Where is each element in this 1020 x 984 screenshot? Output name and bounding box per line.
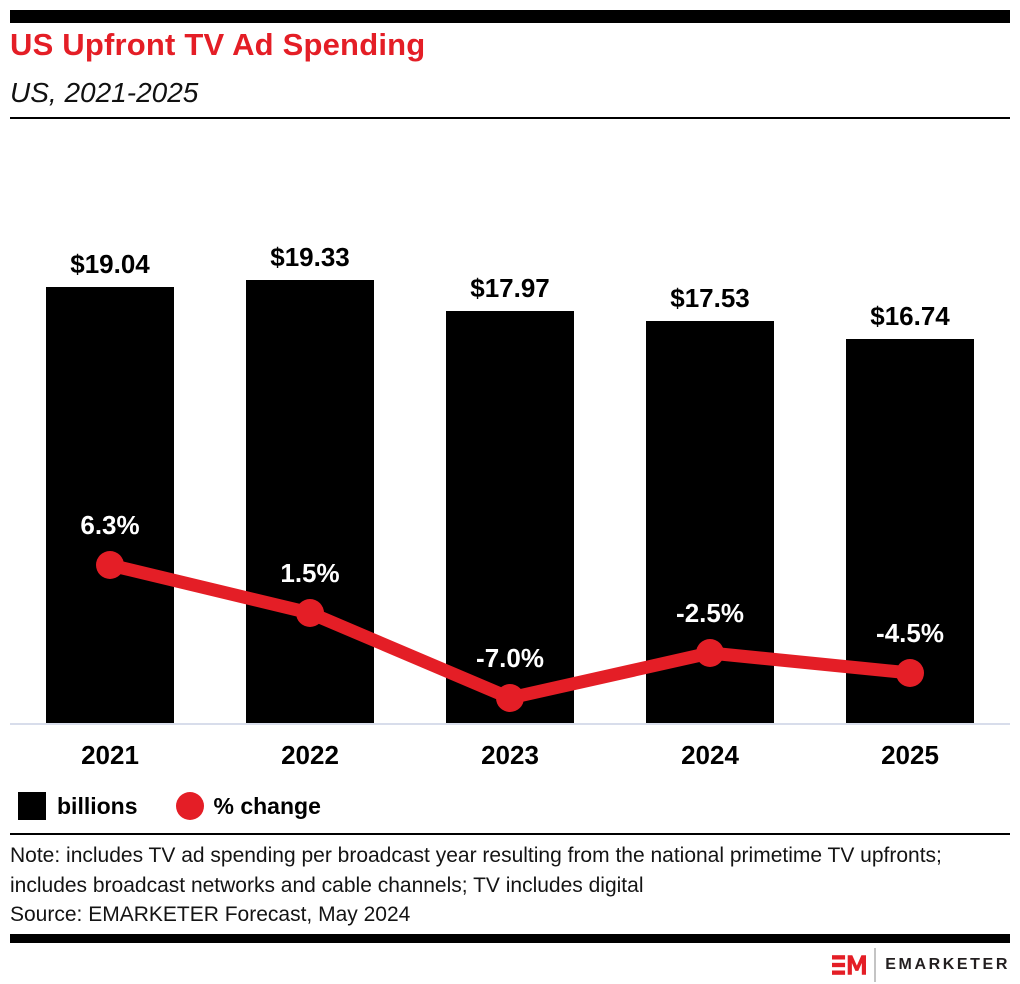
x-label-2021: 2021 bbox=[81, 740, 139, 770]
x-label-2024: 2024 bbox=[681, 740, 739, 770]
legend-swatch-pct-change bbox=[175, 792, 204, 820]
bar-2021 bbox=[46, 287, 174, 724]
emarketer-logo-mark bbox=[832, 955, 867, 975]
legend-label-billions: billions bbox=[57, 792, 138, 819]
pct-label-2023: -7.0% bbox=[476, 643, 544, 673]
logo-divider bbox=[874, 948, 877, 982]
legend-divider bbox=[10, 833, 1010, 835]
top-rule bbox=[10, 10, 1010, 23]
pct-label-2021: 6.3% bbox=[80, 510, 140, 540]
bar-value-2024: $17.53 bbox=[670, 283, 750, 313]
legend-label-pct-change: % change bbox=[213, 792, 321, 819]
emarketer-brand: EMARKETER bbox=[832, 947, 1010, 983]
pct-label-2022: 1.5% bbox=[280, 558, 340, 588]
x-label-2023: 2023 bbox=[481, 740, 539, 770]
source-text: Source: EMARKETER Forecast, May 2024 bbox=[10, 903, 411, 926]
bar-value-2025: $16.74 bbox=[870, 301, 950, 331]
bottom-rule bbox=[10, 934, 1010, 943]
x-label-2025: 2025 bbox=[881, 740, 939, 770]
emarketer-wordmark: EMARKETER bbox=[885, 956, 1010, 973]
legend-swatch-billions bbox=[18, 792, 46, 820]
pct-label-2024: -2.5% bbox=[676, 598, 744, 628]
bar-value-2021: $19.04 bbox=[70, 249, 150, 279]
bar-2024 bbox=[646, 321, 774, 724]
chart-legend: billions % change bbox=[18, 792, 321, 820]
pct-label-2025: -4.5% bbox=[876, 618, 944, 648]
chart-title: US Upfront TV Ad Spending bbox=[10, 27, 426, 62]
chart-subtitle: US, 2021-2025 bbox=[10, 77, 199, 108]
bar-2022 bbox=[246, 280, 374, 724]
x-label-2022: 2022 bbox=[281, 740, 339, 770]
x-axis-line bbox=[10, 723, 1010, 725]
subtitle-divider bbox=[10, 117, 1010, 119]
bar-value-2022: $19.33 bbox=[270, 242, 350, 272]
bar-value-2023: $17.97 bbox=[470, 273, 550, 303]
bar-2025 bbox=[846, 339, 974, 724]
note-text: Note: includes TV ad spending per broadc… bbox=[10, 844, 942, 897]
